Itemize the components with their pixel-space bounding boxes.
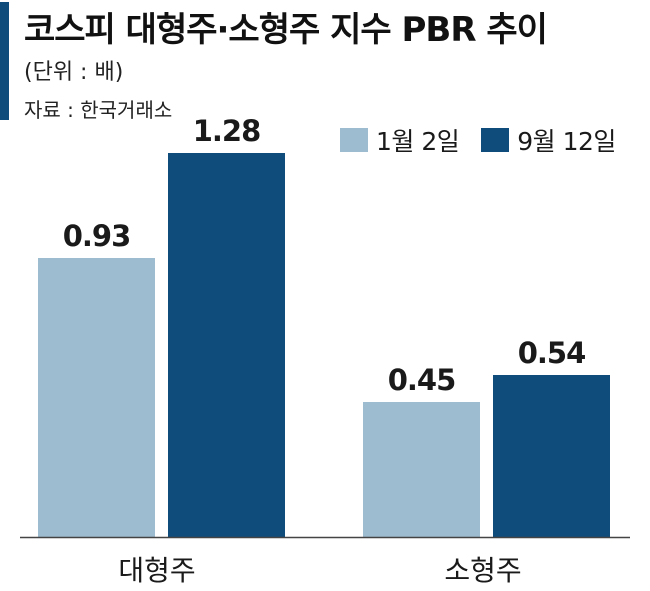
title-accent-bar	[0, 2, 9, 120]
legend-item-series-1: 1월 2일	[340, 122, 460, 158]
unit-note: (단위 : 배)	[24, 60, 124, 85]
bar-small-cap-series-1	[363, 402, 480, 537]
bar-large-cap-series-1	[38, 258, 155, 537]
legend: 1월 2일 9월 12일	[340, 122, 616, 158]
category-label-small-cap: 소형주	[444, 554, 521, 587]
chart-title: 코스피 대형주·소형주 지수 PBR 추이	[24, 10, 548, 50]
data-label-small-cap-series-1: 0.45	[388, 363, 456, 397]
bar-large-cap-series-2	[168, 153, 285, 537]
data-label-small-cap-series-2: 0.54	[518, 336, 586, 370]
category-label-large-cap: 대형주	[118, 554, 195, 587]
value-labels-layer: 0.93 1.28 0.45 0.54	[63, 114, 587, 397]
bar-small-cap-series-2	[493, 375, 610, 537]
legend-label-series-1: 1월 2일	[376, 127, 460, 156]
legend-label-series-2: 9월 12일	[517, 127, 616, 156]
category-labels-layer: 대형주 소형주	[118, 554, 521, 587]
data-label-large-cap-series-2: 1.28	[193, 114, 261, 148]
legend-item-series-2: 9월 12일	[481, 122, 616, 158]
bars-layer	[38, 153, 610, 537]
data-label-large-cap-series-1: 0.93	[63, 219, 131, 253]
legend-swatch-series-2	[481, 128, 510, 152]
legend-swatch-series-1	[340, 128, 368, 152]
source-note: 자료 : 한국거래소	[24, 98, 173, 122]
